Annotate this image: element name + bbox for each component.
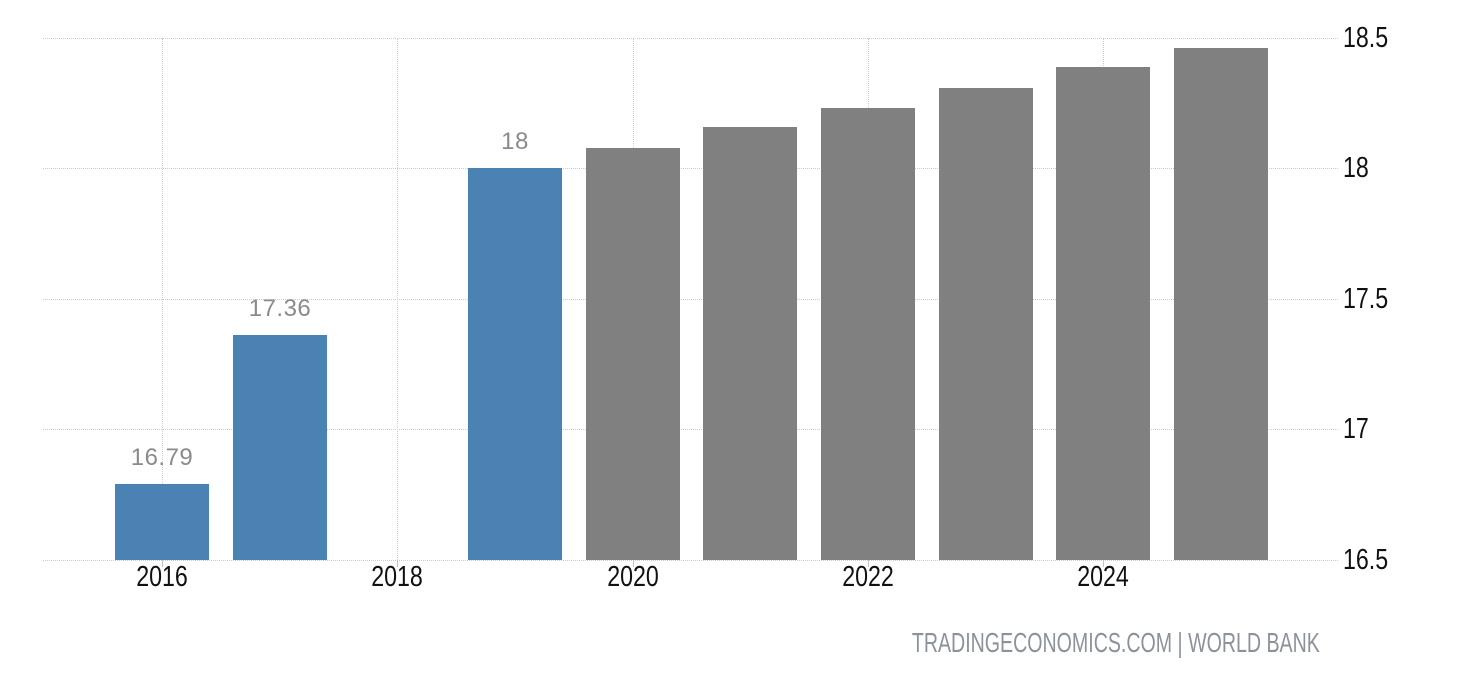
bar-value-label: 18	[501, 128, 529, 155]
y-axis-label: 18	[1343, 152, 1369, 184]
y-axis-label: 17	[1343, 413, 1369, 445]
bar-2025[interactable]	[1174, 48, 1268, 560]
h-gridline	[43, 560, 1338, 561]
source-attribution-text: TRADINGECONOMICS.COM | WORLD BANK	[911, 627, 1320, 658]
bar-2021[interactable]	[703, 127, 797, 560]
x-axis-tick	[868, 560, 869, 567]
x-axis-tick	[162, 560, 163, 567]
bar-2016[interactable]	[115, 484, 209, 560]
bar-2022[interactable]	[821, 108, 915, 560]
v-gridline	[162, 38, 163, 560]
x-axis-label: 2020	[607, 561, 659, 593]
v-gridline	[397, 38, 398, 560]
x-axis-label: 2016	[136, 561, 188, 593]
x-axis-label: 2022	[842, 561, 894, 593]
bar-2019[interactable]	[468, 168, 562, 560]
y-axis-label: 18.5	[1343, 22, 1389, 54]
bar-2024[interactable]	[1056, 67, 1150, 560]
bar-2023[interactable]	[939, 88, 1033, 560]
x-axis-label: 2024	[1077, 561, 1129, 593]
bar-value-label: 17.36	[248, 295, 312, 322]
source-attribution: TRADINGECONOMICS.COM | WORLD BANK	[912, 629, 1320, 657]
h-gridline	[43, 429, 1338, 430]
bar-value-label: 16.79	[130, 444, 194, 471]
h-gridline	[43, 168, 1338, 169]
x-axis-label: 2018	[371, 561, 423, 593]
h-gridline	[43, 38, 1338, 39]
h-gridline	[43, 299, 1338, 300]
x-axis-tick	[633, 560, 634, 567]
bar-2020[interactable]	[586, 148, 680, 560]
y-axis-label: 17.5	[1343, 283, 1389, 315]
y-axis-label: 16.5	[1343, 544, 1389, 576]
x-axis-tick	[1103, 560, 1104, 567]
bar-2017[interactable]	[233, 335, 327, 560]
x-axis-tick	[397, 560, 398, 567]
